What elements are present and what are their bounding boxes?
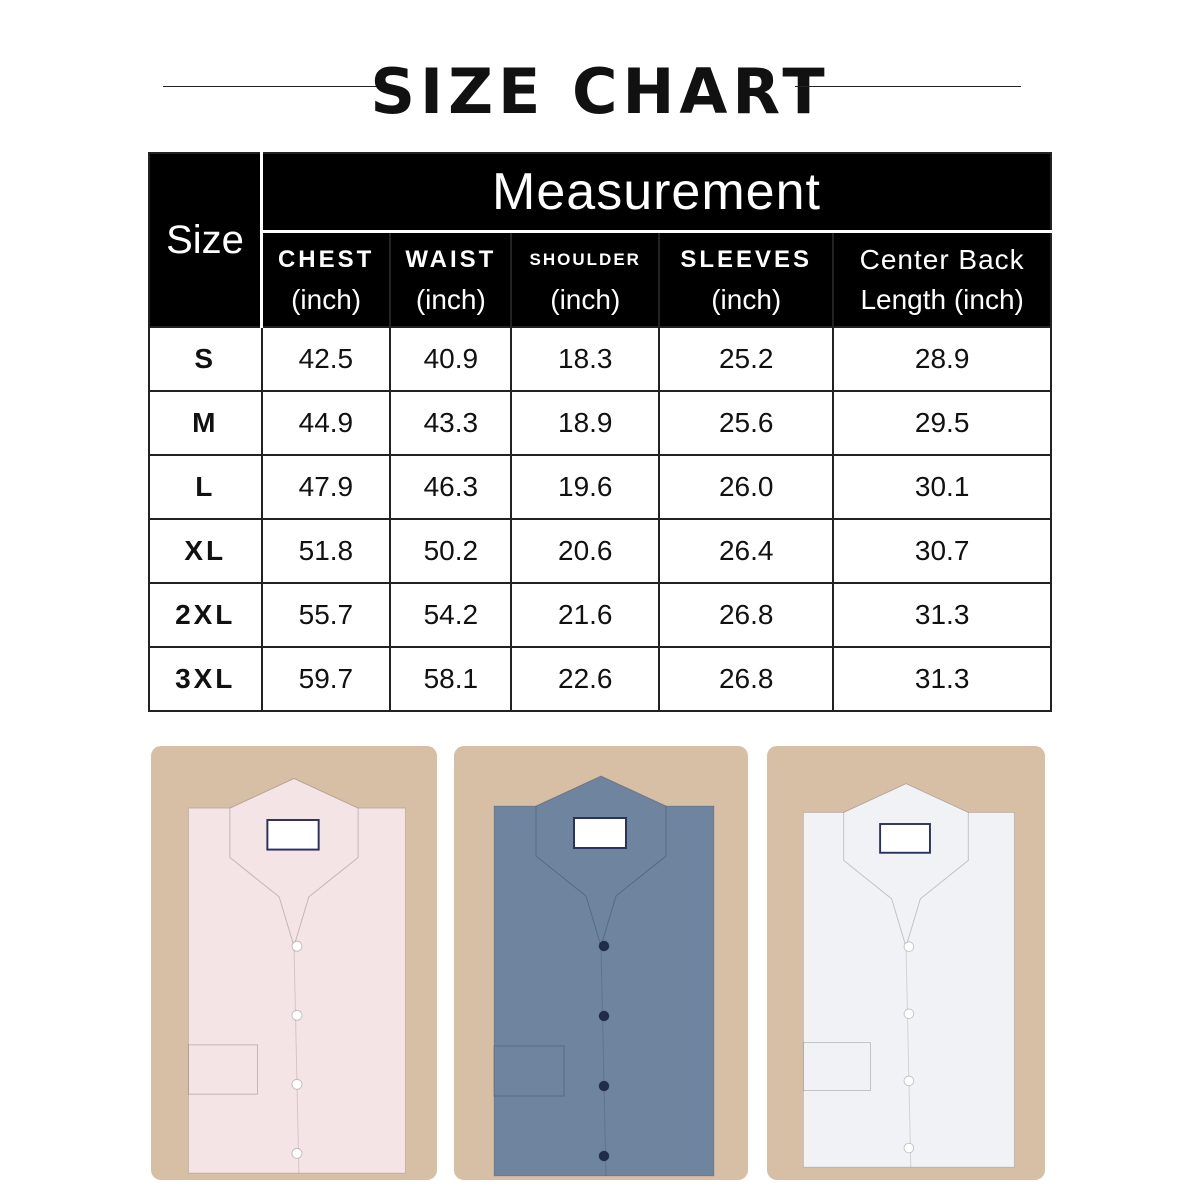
value-cell: 22.6 — [510, 646, 661, 712]
column-unit: (inch) — [550, 283, 621, 315]
column-header-1: WAIST (inch) — [389, 230, 513, 328]
size-cell: 3XL — [148, 646, 263, 712]
shirt-panel-pink — [151, 746, 437, 1180]
value-cell: 18.9 — [510, 390, 661, 456]
value-cell: 26.8 — [658, 646, 835, 712]
value-cell: 40.9 — [389, 326, 513, 392]
value-cell: 43.3 — [389, 390, 513, 456]
value-cell: 30.7 — [832, 518, 1052, 584]
table-row: L 47.9 46.3 19.6 26.0 30.1 — [148, 454, 1052, 520]
page-title: SIZE CHART — [370, 55, 830, 128]
size-cell: M — [148, 390, 263, 456]
column-header-0: CHEST (inch) — [260, 230, 392, 328]
column-name: WAIST — [405, 245, 497, 273]
value-cell: 54.2 — [389, 582, 513, 648]
size-cell: XL — [148, 518, 263, 584]
title-rule-right — [795, 86, 1021, 87]
table-row: M 44.9 43.3 18.9 25.6 29.5 — [148, 390, 1052, 456]
value-cell: 59.7 — [260, 646, 392, 712]
value-cell: 47.9 — [260, 454, 392, 520]
column-unit: (inch) — [415, 283, 486, 315]
table-row: S 42.5 40.9 18.3 25.2 28.9 — [148, 326, 1052, 392]
value-cell: 44.9 — [260, 390, 392, 456]
value-cell: 29.5 — [832, 390, 1052, 456]
value-cell: 26.0 — [658, 454, 835, 520]
column-name: SLEEVES — [680, 245, 813, 273]
size-cell: S — [148, 326, 263, 392]
shirt-panel-white — [767, 746, 1045, 1180]
column-unit: (inch) — [291, 283, 362, 315]
value-cell: 31.3 — [832, 582, 1052, 648]
measurement-header: Measurement — [260, 152, 1052, 233]
value-cell: 26.8 — [658, 582, 835, 648]
table-row: 3XL 59.7 58.1 22.6 26.8 31.3 — [148, 646, 1052, 712]
value-cell: 26.4 — [658, 518, 835, 584]
size-cell: L — [148, 454, 263, 520]
table-row: XL 51.8 50.2 20.6 26.4 30.7 — [148, 518, 1052, 584]
value-cell: 20.6 — [510, 518, 661, 584]
column-unit: (inch) — [711, 283, 782, 315]
value-cell: 46.3 — [389, 454, 513, 520]
value-cell: 19.6 — [510, 454, 661, 520]
value-cell: 30.1 — [832, 454, 1052, 520]
column-header-3: SLEEVES (inch) — [658, 230, 835, 328]
size-cell: 2XL — [148, 582, 263, 648]
value-cell: 58.1 — [389, 646, 513, 712]
shirt-image — [802, 783, 1015, 1168]
value-cell: 50.2 — [389, 518, 513, 584]
column-header-4: Center Back Length (inch) — [832, 230, 1052, 328]
value-cell: 31.3 — [832, 646, 1052, 712]
value-cell: 25.6 — [658, 390, 835, 456]
column-name: SHOULDER — [529, 249, 641, 269]
value-cell: 28.9 — [832, 326, 1052, 392]
value-cell: 55.7 — [260, 582, 392, 648]
column-name: CHEST — [277, 245, 375, 273]
value-cell: 21.6 — [510, 582, 661, 648]
column-header-2: SHOULDER (inch) — [510, 230, 661, 328]
value-cell: 18.3 — [510, 326, 661, 392]
shirt-image — [187, 778, 406, 1174]
shirt-panel-blue — [454, 746, 748, 1180]
value-cell: 25.2 — [658, 326, 835, 392]
value-cell: 51.8 — [260, 518, 392, 584]
column-unit: Length (inch) — [860, 283, 1024, 315]
size-header: Size — [148, 152, 263, 328]
table-row: 2XL 55.7 54.2 21.6 26.8 31.3 — [148, 582, 1052, 648]
title-rule-left — [163, 86, 395, 87]
shirt-image — [493, 775, 715, 1177]
value-cell: 42.5 — [260, 326, 392, 392]
size-chart-table: Size Measurement CHEST (inch) WAIST (inch) S… — [148, 152, 1052, 712]
column-name: Center Back — [859, 243, 1025, 275]
